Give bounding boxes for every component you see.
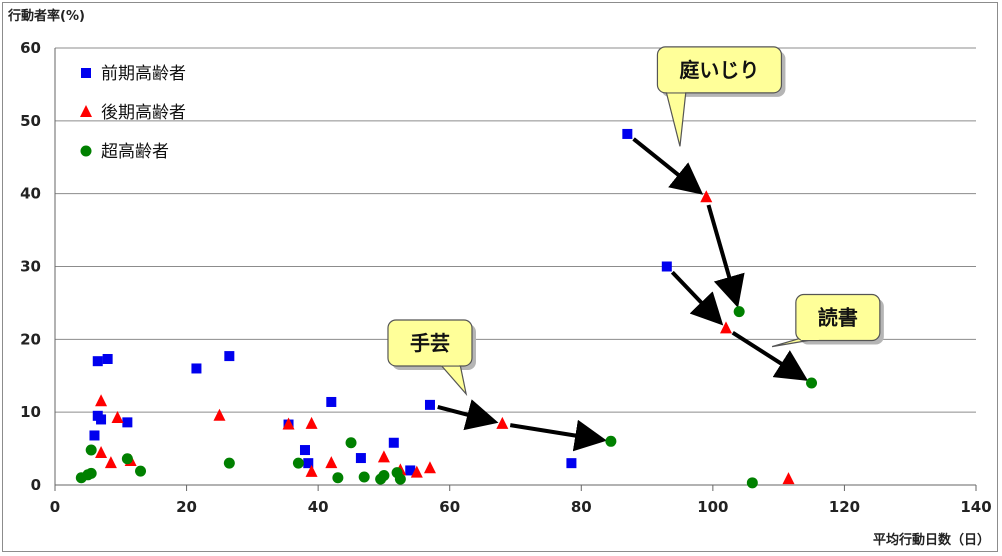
- x-tick-label: 40: [308, 498, 329, 516]
- data-point-triangle: [111, 410, 124, 423]
- x-tick-label: 140: [960, 498, 991, 516]
- callout-box: [387, 319, 473, 367]
- legend-marker-circle: [80, 145, 92, 157]
- trend-arrow: [509, 419, 607, 452]
- trend-arrow: [437, 399, 499, 431]
- data-point-square: [89, 430, 100, 441]
- callout-box: [795, 293, 881, 342]
- x-tick-label: 60: [439, 498, 460, 516]
- data-point-square: [566, 458, 577, 469]
- data-point-square: [122, 417, 133, 428]
- legend-marker-square: [81, 68, 91, 78]
- data-point-circle: [345, 437, 357, 449]
- data-point-triangle: [496, 416, 509, 429]
- callout: 手芸: [387, 319, 476, 397]
- data-point-triangle: [95, 445, 108, 458]
- trend-arrow: [670, 270, 724, 326]
- data-point-circle: [378, 470, 390, 482]
- data-point-square: [191, 363, 202, 374]
- trend-arrows: [437, 137, 809, 452]
- data-point-circle: [358, 471, 370, 483]
- legend-label: 超高齢者: [101, 142, 169, 162]
- y-tick-label: 50: [20, 112, 41, 130]
- y-tick-label: 30: [20, 258, 41, 276]
- data-point-square: [224, 351, 235, 362]
- data-point-square: [303, 458, 314, 469]
- series-3: [75, 306, 818, 489]
- data-point-square: [622, 128, 633, 139]
- data-point-circle: [806, 377, 818, 389]
- data-point-circle: [394, 473, 406, 485]
- y-axis-title: 行動者率(%): [7, 8, 85, 24]
- data-point-square: [661, 261, 672, 272]
- data-point-circle: [292, 457, 304, 469]
- y-tick-label: 20: [20, 330, 41, 348]
- trend-arrow: [706, 204, 745, 308]
- data-point-circle: [121, 453, 133, 465]
- data-point-square: [92, 356, 103, 367]
- data-point-square: [102, 353, 113, 364]
- callout-box: [656, 46, 783, 94]
- trend-arrow: [632, 137, 704, 195]
- legend-marker-triangle: [80, 105, 92, 117]
- data-point-circle: [733, 306, 745, 318]
- data-point-triangle: [282, 417, 295, 430]
- legend-item: 後期高齢者: [80, 103, 186, 123]
- callout: 庭いじり: [656, 46, 786, 147]
- y-tick-label: 40: [20, 185, 41, 203]
- data-point-triangle: [782, 472, 795, 485]
- data-point-square: [405, 465, 416, 476]
- y-tick-label: 10: [20, 403, 41, 421]
- data-points: [75, 128, 818, 489]
- legend-label: 前期高齢者: [101, 64, 186, 84]
- data-point-circle: [746, 477, 758, 489]
- data-point-square: [96, 414, 107, 425]
- data-point-square: [299, 445, 310, 456]
- callout-label: 庭いじり: [679, 58, 759, 82]
- data-point-square: [355, 453, 366, 464]
- x-tick-label: 100: [697, 498, 728, 516]
- callout-label: 読書: [818, 305, 858, 329]
- data-point-triangle: [305, 464, 318, 477]
- data-point-triangle: [104, 456, 117, 469]
- legend-item: 前期高齢者: [81, 64, 186, 84]
- data-point-circle: [135, 465, 147, 477]
- x-tick-label: 0: [50, 498, 60, 516]
- data-point-triangle: [325, 456, 338, 469]
- x-tick-label: 20: [176, 498, 197, 516]
- x-tick-label: 120: [829, 498, 860, 516]
- x-tick-label: 80: [571, 498, 592, 516]
- data-point-circle: [85, 467, 97, 479]
- data-point-circle: [85, 444, 97, 456]
- data-point-triangle: [720, 321, 733, 334]
- data-point-triangle: [305, 416, 318, 429]
- legend-label: 後期高齢者: [101, 103, 186, 123]
- data-point-square: [388, 437, 399, 448]
- data-point-square: [326, 396, 337, 407]
- data-point-triangle: [213, 408, 226, 421]
- axes: 行動者率(%) 平均行動日数（日） 0 10 20 30 40 50 60 0 20 40 60 80…: [7, 8, 992, 548]
- callout: 読書: [771, 293, 884, 348]
- data-point-circle: [605, 435, 617, 447]
- data-point-triangle: [95, 394, 108, 407]
- data-point-triangle: [377, 450, 390, 463]
- y-tick-label: 0: [31, 476, 41, 494]
- trend-arrow: [731, 331, 809, 381]
- y-tick-label: 60: [20, 39, 41, 57]
- legend-item: 超高齢者: [80, 142, 169, 162]
- gridlines: [55, 47, 976, 413]
- data-point-circle: [332, 472, 344, 484]
- data-point-triangle: [700, 190, 713, 203]
- x-axis-title: 平均行動日数（日）: [873, 532, 990, 548]
- series-1: [89, 128, 672, 476]
- data-point-square: [424, 399, 435, 410]
- callout-label: 手芸: [410, 331, 450, 355]
- data-point-triangle: [410, 465, 423, 478]
- data-point-circle: [223, 457, 235, 469]
- data-point-triangle: [423, 461, 436, 474]
